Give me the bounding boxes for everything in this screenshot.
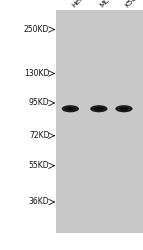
Text: 72KD: 72KD	[29, 131, 49, 140]
Ellipse shape	[94, 107, 104, 110]
Text: 36KD: 36KD	[29, 198, 49, 206]
Ellipse shape	[62, 105, 79, 112]
Ellipse shape	[119, 107, 129, 110]
Ellipse shape	[115, 105, 133, 112]
Bar	[56, 10, 143, 232]
Text: 95KD: 95KD	[29, 98, 49, 108]
Text: K562: K562	[124, 0, 141, 9]
Ellipse shape	[66, 107, 75, 110]
Text: 55KD: 55KD	[29, 161, 49, 170]
Text: 250KD: 250KD	[24, 25, 49, 34]
Text: MCF-7: MCF-7	[99, 0, 119, 9]
Text: 130KD: 130KD	[24, 69, 49, 78]
Ellipse shape	[90, 105, 108, 112]
Text: Hela: Hela	[70, 0, 86, 9]
